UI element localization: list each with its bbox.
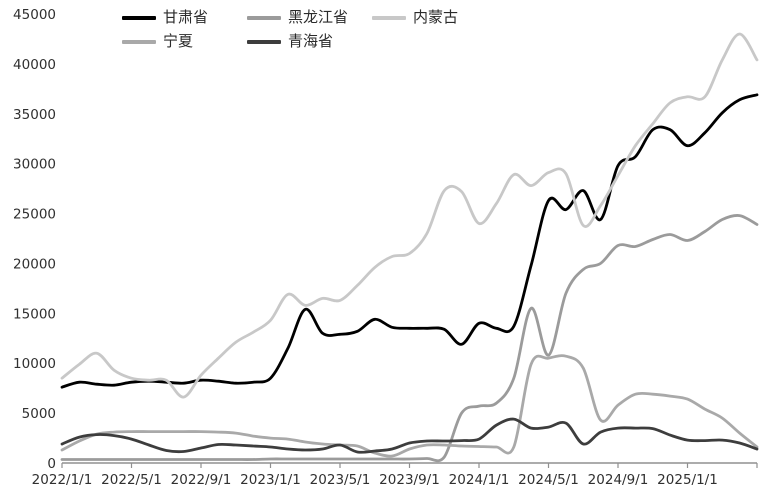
series-line-宁夏 [60, 354, 759, 458]
y-axis-tick-label: 30000 [13, 157, 56, 173]
series-line-青海省 [60, 417, 759, 454]
x-axis-tick-label: 2022/9/1 [171, 472, 232, 488]
x-axis-tick-label: 2023/1/1 [240, 472, 301, 488]
y-axis-tick-label: 35000 [13, 107, 56, 123]
series-line-黑龙江省 [60, 214, 759, 463]
x-axis-tick-label: 2022/5/1 [101, 472, 162, 488]
y-axis-tick-label: 10000 [13, 356, 56, 372]
y-axis-tick-label: 20000 [13, 256, 56, 272]
x-axis-tick-label: 2024/9/1 [588, 472, 649, 488]
y-axis-tick-label: 40000 [13, 57, 56, 73]
y-axis-tick-label: 25000 [13, 207, 56, 223]
series-line-内蒙古 [60, 32, 759, 399]
y-axis-tick-label: 5000 [22, 406, 56, 422]
x-axis-tick-label: 2024/5/1 [518, 472, 579, 488]
y-axis-tick-label: 15000 [13, 306, 56, 322]
x-axis-tick-label: 2023/9/1 [379, 472, 440, 488]
x-axis-tick-label: 2024/1/1 [449, 472, 510, 488]
x-axis-tick-label: 2022/1/1 [32, 472, 93, 488]
x-axis-tick-label: 2023/5/1 [310, 472, 371, 488]
x-axis-tick-label: 2025/1/1 [657, 472, 718, 488]
y-axis-tick-label: 45000 [13, 7, 56, 23]
y-axis-tick-label: 0 [47, 456, 56, 472]
series-line-甘肃省 [60, 93, 759, 389]
